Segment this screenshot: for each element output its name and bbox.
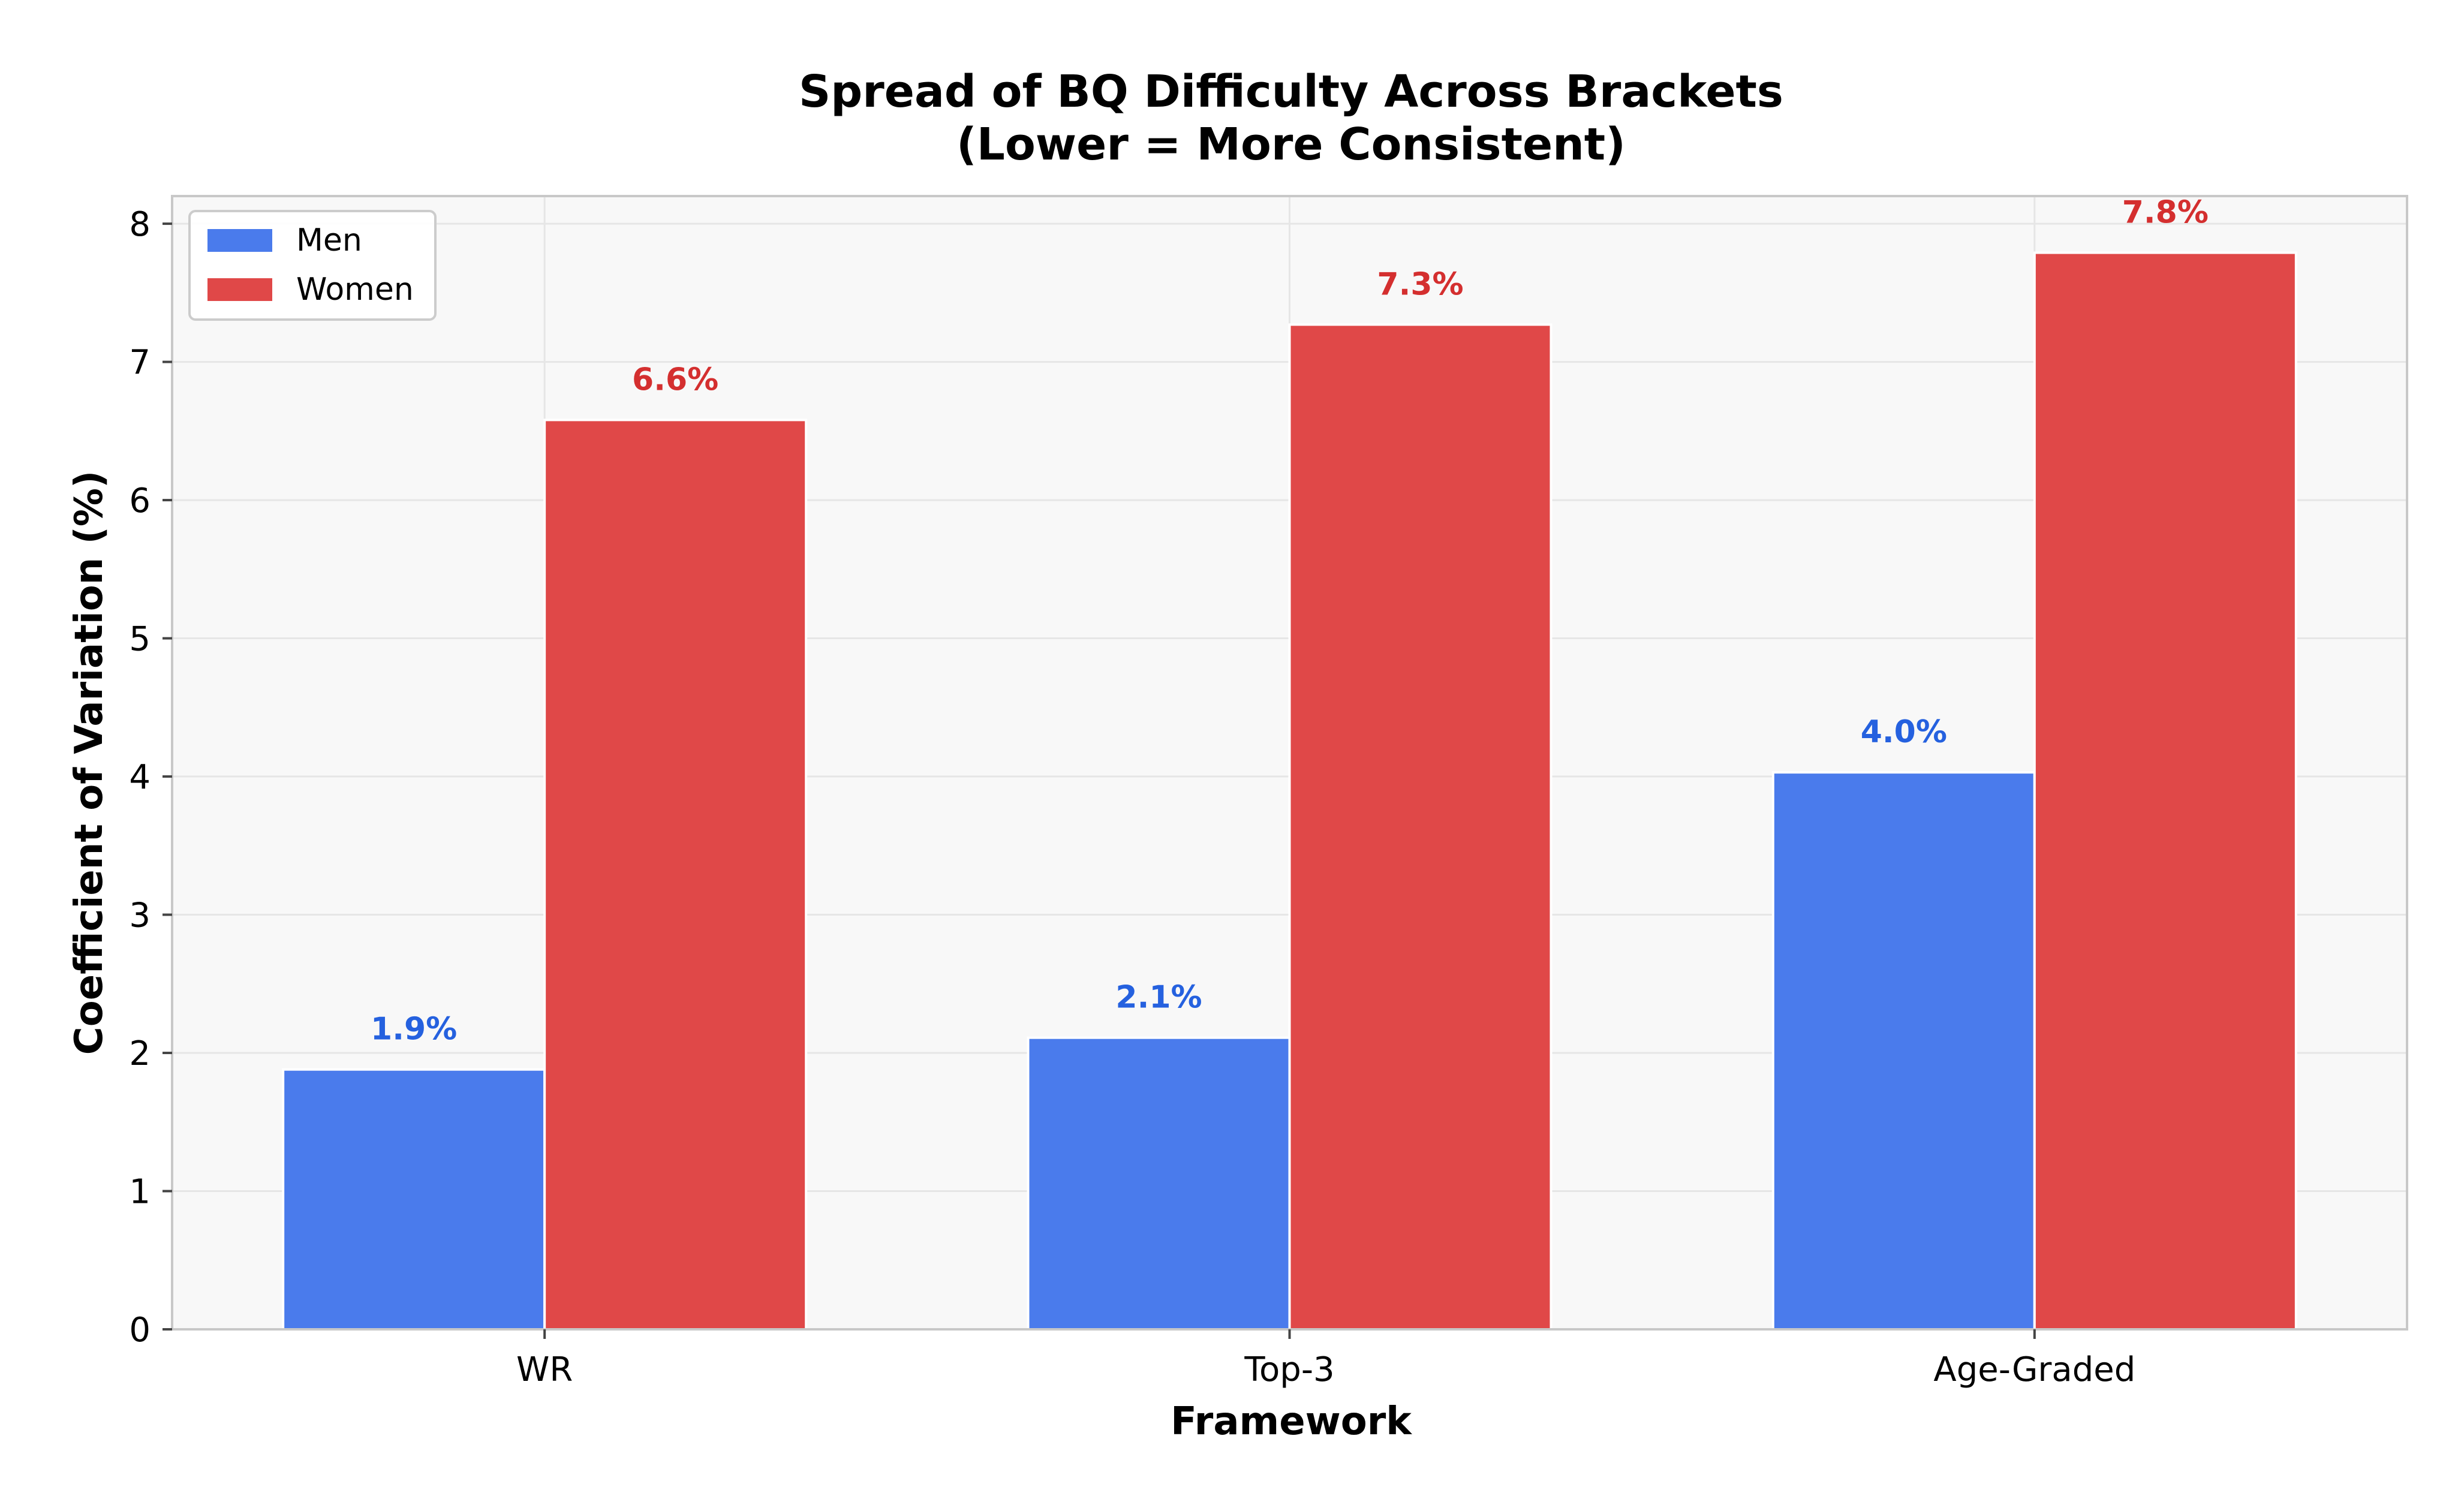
y-tick-label: 0 xyxy=(129,1311,151,1350)
legend-label-women: Women xyxy=(296,272,414,308)
chart-subtitle: (Lower = More Consistent) xyxy=(956,119,1626,170)
bar-label-men-age-graded: 4.0% xyxy=(1861,714,1947,750)
bar-men-age-graded xyxy=(1771,771,2036,1331)
x-tick-label: WR xyxy=(516,1350,573,1389)
x-tick-label: Age-Graded xyxy=(1933,1350,2135,1389)
chart-title: Spread of BQ Difficulty Across Brackets xyxy=(799,66,1783,118)
bar-women-top-3 xyxy=(1288,323,1553,1331)
x-tick-label: Top-3 xyxy=(1244,1350,1334,1389)
y-tick-label: 8 xyxy=(129,205,151,244)
bar-value-labels: 1.9% 2.1% 4.0% 6.6% 7.3% 7.8% xyxy=(371,195,2209,1048)
y-tick-label: 6 xyxy=(129,481,151,520)
legend-swatch-men xyxy=(207,229,272,252)
bars xyxy=(282,251,2297,1331)
bar-women-age-graded xyxy=(2033,251,2297,1331)
axis-ticks: 0 1 2 3 4 5 6 7 8 WR Top-3 Age-Graded xyxy=(129,205,2135,1389)
y-tick-label: 3 xyxy=(129,896,151,935)
y-axis-label: Coefficient of Variation (%) xyxy=(67,471,112,1055)
y-tick-label: 7 xyxy=(129,344,151,383)
legend-label-men: Men xyxy=(296,222,362,258)
bar-men-wr xyxy=(282,1068,546,1331)
x-axis-label: Framework xyxy=(1171,1399,1412,1444)
legend-swatch-women xyxy=(207,278,272,301)
bar-label-women-age-graded: 7.8% xyxy=(2122,195,2209,231)
bar-label-women-top-3: 7.3% xyxy=(1377,266,1463,302)
bar-label-men-top-3: 2.1% xyxy=(1115,980,1202,1016)
y-tick-label: 4 xyxy=(129,758,151,797)
y-tick-label: 2 xyxy=(129,1034,151,1073)
y-tick-label: 5 xyxy=(129,620,151,659)
bar-women-wr xyxy=(543,419,808,1331)
bar-label-men-wr: 1.9% xyxy=(371,1012,457,1048)
y-tick-label: 1 xyxy=(129,1173,151,1212)
bar-label-women-wr: 6.6% xyxy=(632,362,718,398)
bar-men-top-3 xyxy=(1027,1036,1291,1331)
legend: Men Women xyxy=(188,210,437,321)
